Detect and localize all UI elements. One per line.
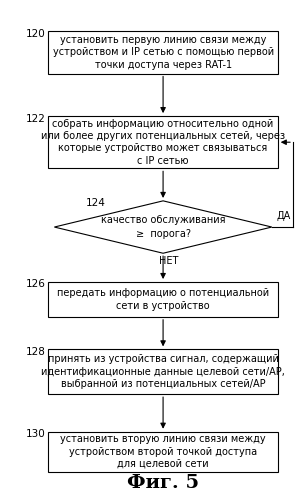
Text: 128: 128 <box>25 347 45 357</box>
Text: качество обслуживания
≥  порога?: качество обслуживания ≥ порога? <box>101 216 225 239</box>
Bar <box>48 349 278 394</box>
Text: 130: 130 <box>26 429 45 439</box>
Text: принять из устройства сигнал, содержащий
идентификационные данные целевой сети/A: принять из устройства сигнал, содержащий… <box>41 354 285 389</box>
Text: 124: 124 <box>86 198 106 209</box>
Text: собрать информацию относительно одной
или более других потенциальных сетей, чере: собрать информацию относительно одной ил… <box>41 119 285 166</box>
Text: 122: 122 <box>25 114 45 124</box>
Text: Фиг. 5: Фиг. 5 <box>127 474 199 492</box>
Text: ДА: ДА <box>276 211 291 221</box>
Text: НЕТ: НЕТ <box>159 255 179 266</box>
Polygon shape <box>54 201 272 253</box>
Bar <box>48 31 278 73</box>
Bar <box>48 282 278 317</box>
Text: передать информацию о потенциальной
сети в устройство: передать информацию о потенциальной сети… <box>57 288 269 310</box>
Bar <box>48 116 278 169</box>
Text: установить вторую линию связи между
устройством второй точкой доступа
для целево: установить вторую линию связи между устр… <box>60 434 266 469</box>
Text: 126: 126 <box>25 279 45 289</box>
Text: установить первую линию связи между
устройством и IP сетью с помощью первой
точк: установить первую линию связи между устр… <box>53 35 274 70</box>
Text: 120: 120 <box>26 29 45 39</box>
Bar <box>48 432 278 472</box>
